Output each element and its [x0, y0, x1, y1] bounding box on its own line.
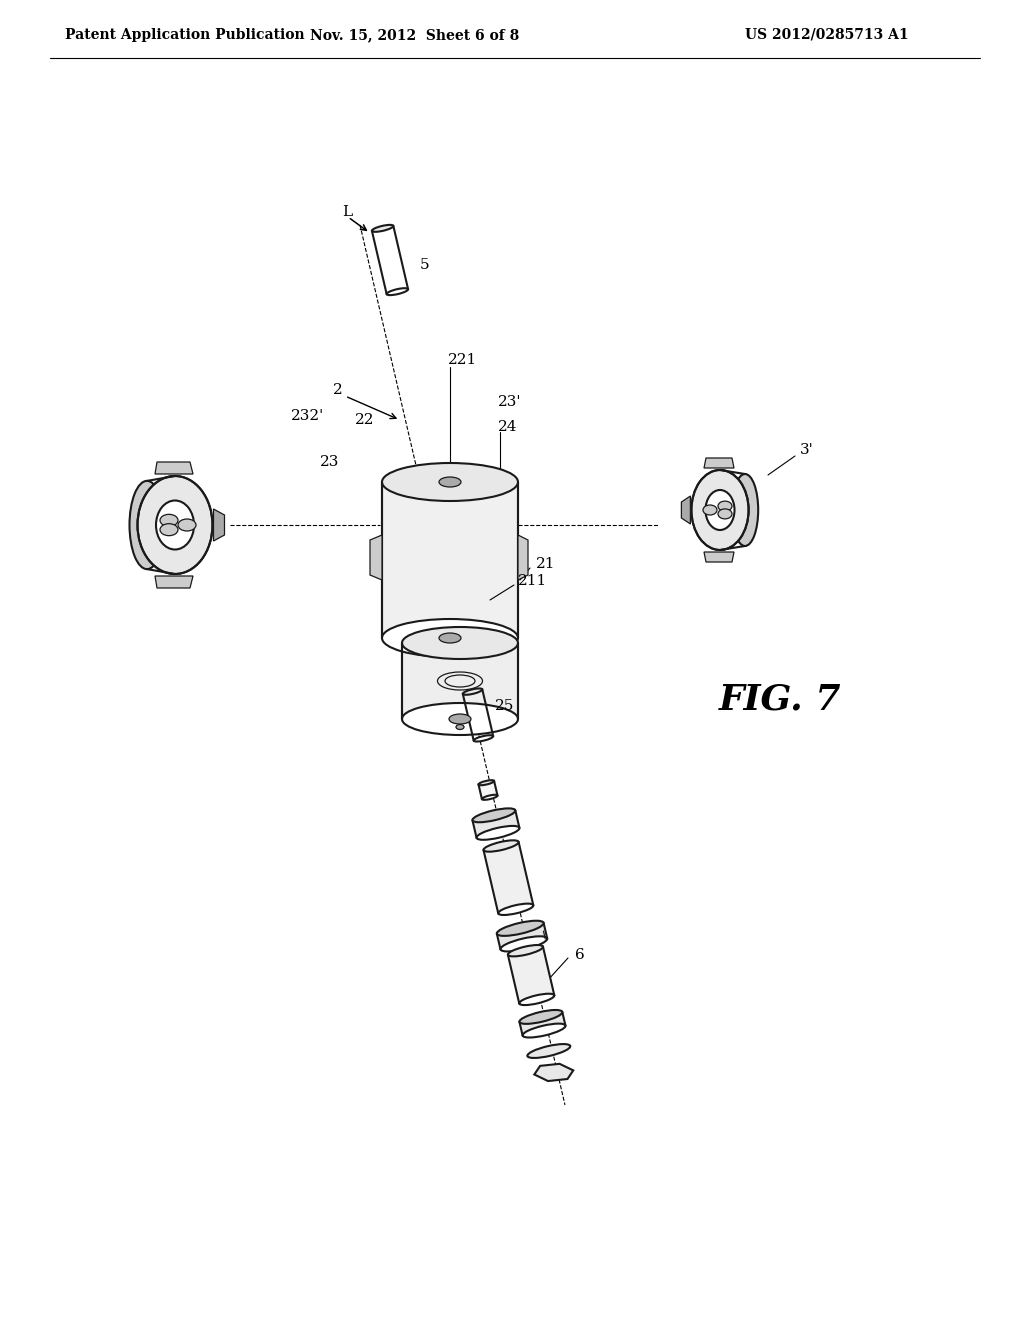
Ellipse shape	[718, 502, 732, 511]
Ellipse shape	[522, 1023, 565, 1038]
Ellipse shape	[474, 735, 494, 742]
Text: 24: 24	[498, 420, 517, 434]
Ellipse shape	[497, 921, 544, 936]
Polygon shape	[518, 535, 528, 579]
Polygon shape	[705, 552, 734, 562]
Ellipse shape	[499, 904, 534, 915]
Ellipse shape	[508, 945, 543, 957]
Ellipse shape	[156, 477, 194, 574]
Ellipse shape	[501, 936, 547, 952]
Polygon shape	[508, 946, 554, 1003]
Polygon shape	[478, 781, 498, 799]
Text: US 2012/0285713 A1: US 2012/0285713 A1	[745, 28, 908, 42]
Polygon shape	[519, 1012, 565, 1036]
Text: 22: 22	[355, 413, 375, 426]
Text: Patent Application Publication: Patent Application Publication	[65, 28, 304, 42]
Ellipse shape	[156, 500, 194, 549]
Ellipse shape	[472, 808, 515, 822]
Polygon shape	[370, 535, 382, 579]
Ellipse shape	[382, 463, 518, 502]
Text: L: L	[342, 205, 352, 219]
Text: 23: 23	[321, 455, 340, 469]
Text: 21: 21	[536, 557, 555, 572]
Ellipse shape	[482, 795, 498, 800]
Polygon shape	[472, 810, 519, 838]
Ellipse shape	[178, 519, 196, 531]
Polygon shape	[213, 510, 224, 541]
Polygon shape	[382, 482, 518, 638]
Polygon shape	[497, 923, 547, 949]
Text: 5: 5	[420, 257, 430, 272]
Ellipse shape	[387, 288, 409, 296]
Text: 25: 25	[495, 700, 514, 713]
Text: 2: 2	[333, 383, 343, 397]
Ellipse shape	[129, 480, 165, 569]
Polygon shape	[705, 458, 734, 469]
Ellipse shape	[402, 704, 518, 735]
Text: Nov. 15, 2012  Sheet 6 of 8: Nov. 15, 2012 Sheet 6 of 8	[310, 28, 519, 42]
Ellipse shape	[519, 1010, 562, 1024]
Ellipse shape	[519, 994, 554, 1005]
Polygon shape	[535, 1064, 573, 1081]
Ellipse shape	[478, 780, 495, 785]
Ellipse shape	[483, 841, 518, 851]
Ellipse shape	[527, 1044, 570, 1057]
Text: 211: 211	[518, 574, 547, 587]
Text: 6: 6	[575, 948, 585, 962]
Ellipse shape	[372, 224, 393, 232]
Polygon shape	[155, 462, 193, 474]
Polygon shape	[483, 842, 534, 913]
Polygon shape	[402, 643, 518, 719]
Polygon shape	[681, 496, 690, 524]
Ellipse shape	[718, 510, 732, 519]
Text: 23': 23'	[498, 395, 521, 409]
Ellipse shape	[463, 689, 482, 694]
Ellipse shape	[706, 490, 734, 531]
Ellipse shape	[732, 474, 758, 546]
Text: 221: 221	[449, 352, 477, 367]
Polygon shape	[155, 576, 193, 587]
Ellipse shape	[456, 725, 464, 730]
Ellipse shape	[691, 470, 749, 550]
Text: 232': 232'	[292, 409, 325, 422]
Ellipse shape	[402, 627, 518, 659]
Ellipse shape	[476, 826, 519, 840]
Ellipse shape	[439, 634, 461, 643]
Ellipse shape	[449, 714, 471, 723]
Text: 3': 3'	[800, 444, 814, 457]
Text: FIG. 7: FIG. 7	[719, 682, 842, 717]
Ellipse shape	[160, 524, 178, 536]
Ellipse shape	[160, 515, 178, 527]
Ellipse shape	[703, 506, 717, 515]
Ellipse shape	[137, 477, 213, 574]
Ellipse shape	[382, 619, 518, 657]
Ellipse shape	[439, 477, 461, 487]
